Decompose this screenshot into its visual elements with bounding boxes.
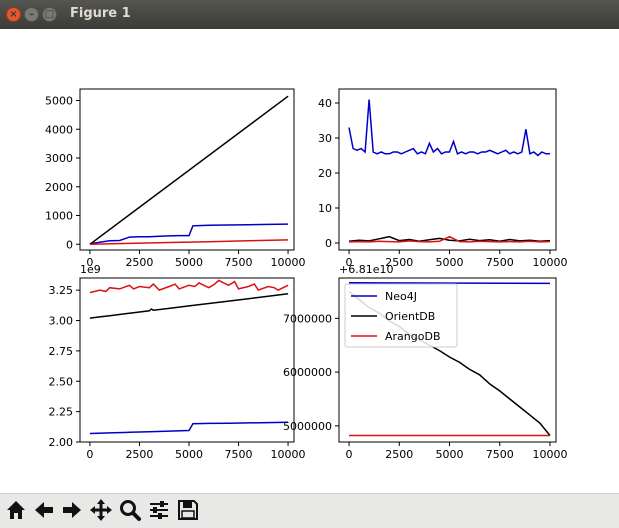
home-icon — [7, 501, 25, 519]
figure-canvas: 0 2500 5000 7500 10000 0 1000 2000 3000 4000 5000 0… — [0, 29, 619, 493]
chart-2-y-tick-label: 10 — [318, 202, 332, 215]
chart-3-offset-text: 1e9 — [80, 263, 101, 276]
chart-4-legend-box — [344, 283, 458, 348]
chart-3-y-tick-label: 2.50 — [49, 375, 74, 388]
chart-2-y-tick-label: 0 — [325, 237, 332, 250]
chart-2-series-line-2 — [348, 235, 551, 243]
chart-2-x-tick-label: 0 — [346, 256, 353, 269]
zoom-button[interactable] — [118, 498, 142, 522]
configure-subplots-button[interactable] — [147, 498, 171, 522]
chart-4-legend-entry: Neo4J — [385, 290, 417, 303]
chart-4-x-tick-label: 10000 — [532, 448, 567, 461]
chart-1-y-tick-label: 1000 — [45, 210, 73, 223]
minimize-icon: – — [29, 9, 34, 20]
chart-1-x-tick-label: 2500 — [125, 256, 153, 269]
chart-4-legend-entry: OrientDB — [385, 310, 435, 323]
chart-3-y-tick-label: 2.00 — [49, 436, 74, 449]
chart-2-y-tick-label: 40 — [318, 97, 332, 110]
save-icon — [178, 500, 198, 520]
close-icon: × — [9, 9, 18, 20]
chart-4-axes-frame — [338, 277, 557, 443]
minimize-window-button[interactable]: – — [24, 7, 39, 22]
chart-1-series-line-3 — [89, 239, 289, 246]
chart-1-x-tick-label: 0 — [86, 256, 93, 269]
chart-3-y-tick-label: 2.75 — [49, 345, 74, 358]
back-button[interactable] — [32, 498, 56, 522]
plots-svg: 0 2500 5000 7500 100000100020003000400050000… — [45, 88, 567, 461]
forward-icon — [63, 502, 81, 518]
back-icon — [35, 502, 53, 518]
chart-1-y-tick-label: 5000 — [45, 95, 73, 108]
chart-4-y-tick-label: 7000000 — [283, 312, 332, 325]
chart-3-axes-frame — [79, 277, 295, 443]
chart-1-y-tick-label: 4000 — [45, 123, 73, 136]
chart-2-x-tick-label: 2500 — [385, 256, 413, 269]
chart-4-x-tick-label: 7500 — [486, 448, 514, 461]
chart-4-y-tick-label: 5000000 — [283, 420, 332, 433]
chart-2-y-tick-label: 30 — [318, 132, 332, 145]
chart-3-series-line-1 — [89, 421, 289, 435]
chart-1-y-tick-label: 2000 — [45, 181, 73, 194]
chart-1-y-tick-label: 0 — [66, 238, 73, 251]
chart-3-x-tick-label: 0 — [86, 448, 93, 461]
chart-3-y-tick-label: 3.25 — [49, 284, 74, 297]
navigation-toolbar — [0, 493, 619, 528]
maximize-icon: □ — [44, 9, 55, 20]
chart-3-x-tick-label: 10000 — [271, 448, 306, 461]
chart-3-x-tick-label: 5000 — [175, 448, 203, 461]
chart-2-x-tick-label: 7500 — [486, 256, 514, 269]
close-window-button[interactable]: × — [6, 7, 21, 22]
chart-2-y-tick-label: 20 — [318, 167, 332, 180]
chart-4-offset-text: +6.81e10 — [339, 263, 393, 276]
forward-button[interactable] — [60, 498, 84, 522]
chart-3-x-tick-label: 7500 — [225, 448, 253, 461]
chart-2-series-line-1 — [348, 99, 550, 157]
chart-2-x-tick-label: 5000 — [436, 256, 464, 269]
pan-button[interactable] — [89, 498, 113, 522]
chart-4-x-tick-label: 5000 — [436, 448, 464, 461]
chart-4-series-line-1 — [348, 282, 551, 285]
chart-4-y-tick-label: 6000000 — [283, 366, 332, 379]
chart-2-series-line-3 — [348, 235, 551, 243]
chart-2-x-tick-label: 10000 — [532, 256, 567, 269]
maximize-window-button[interactable]: □ — [42, 7, 57, 22]
window-title: Figure 1 — [70, 6, 131, 21]
chart-3-y-tick-label: 3.00 — [49, 315, 74, 328]
chart-1-x-tick-label: 7500 — [225, 256, 253, 269]
chart-1-series-line-2 — [89, 95, 289, 245]
chart-1-y-tick-label: 3000 — [45, 152, 73, 165]
chart-2-axes-frame — [338, 88, 557, 251]
chart-3-series-line-2 — [89, 293, 289, 319]
chart-3-series-line-3 — [89, 279, 289, 294]
zoom-icon — [120, 500, 141, 521]
chart-4-legend-entry: ArangoDB — [385, 330, 441, 343]
home-button[interactable] — [4, 498, 28, 522]
configure-subplots-icon — [150, 501, 168, 519]
chart-1-axes-frame — [79, 88, 295, 251]
window-titlebar: × – □ Figure 1 — [0, 0, 619, 29]
chart-1-x-tick-label: 5000 — [175, 256, 203, 269]
chart-3-x-tick-label: 2500 — [125, 448, 153, 461]
chart-1-x-tick-label: 10000 — [271, 256, 306, 269]
chart-1-series-line-1 — [89, 223, 289, 245]
chart-4-x-tick-label: 0 — [346, 448, 353, 461]
chart-4-x-tick-label: 2500 — [385, 448, 413, 461]
chart-3-y-tick-label: 2.25 — [49, 406, 74, 419]
save-button[interactable] — [176, 498, 200, 522]
pan-icon — [90, 499, 112, 521]
